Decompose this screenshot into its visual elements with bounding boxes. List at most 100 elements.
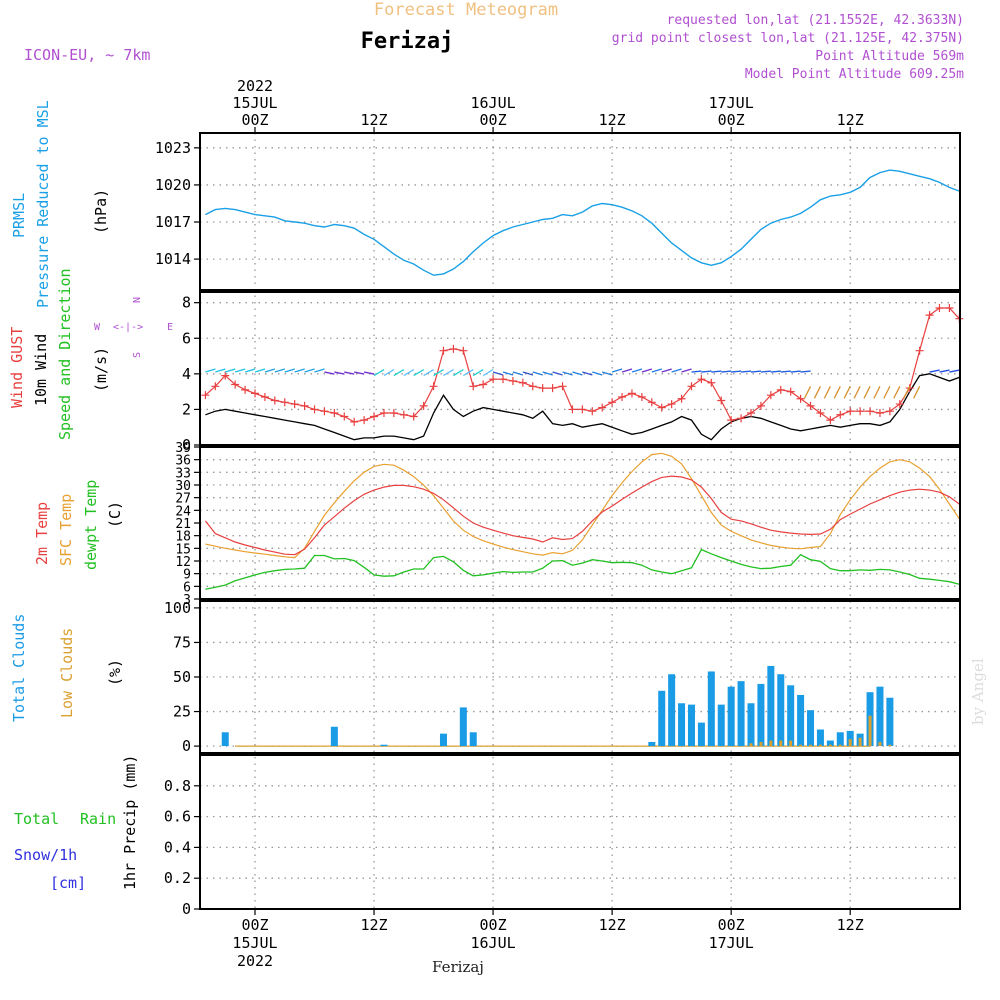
wind-arrow <box>949 369 960 373</box>
wind-arrow <box>790 370 801 373</box>
gust-marker <box>657 403 666 412</box>
top-time-label: 16JUL <box>471 94 516 112</box>
total-cloud-bar <box>846 730 854 747</box>
y-tick-label: 18 <box>175 530 191 545</box>
gust-marker <box>221 371 230 380</box>
gust-marker <box>905 384 914 393</box>
total-cloud-bar <box>886 697 894 747</box>
gust-marker <box>260 392 269 401</box>
top-time-label: 12Z <box>360 111 387 129</box>
total-cloud-bar <box>678 703 686 747</box>
chart-title: Forecast Meteogram <box>374 0 558 20</box>
y-tick-label: 33 <box>175 466 191 481</box>
gust-marker <box>280 398 289 407</box>
y-tick-label: 0.6 <box>164 808 191 826</box>
gust-marker <box>776 385 785 394</box>
gust-marker <box>330 408 339 417</box>
wind-arrow <box>254 368 266 373</box>
gust-marker <box>360 416 369 425</box>
bottom-time-label: 2022 <box>237 952 273 970</box>
gust-marker <box>419 401 428 410</box>
wind-arrow <box>453 369 464 377</box>
dewpt-label: dewpt Temp <box>82 480 100 570</box>
watermark: by Angel <box>969 658 987 725</box>
requested-coords: requested lon,lat (21.1552E, 42.3633N) <box>667 13 964 28</box>
gust-marker <box>618 392 627 401</box>
wind-arrow <box>883 386 891 399</box>
gust-marker <box>201 391 210 400</box>
wind-arrow <box>324 371 335 375</box>
wind-arrow <box>522 371 534 376</box>
total-cloud-bar <box>648 741 656 747</box>
wind-arrow <box>294 368 305 373</box>
low-cloud-bar <box>868 715 872 747</box>
panel-frame-pressure <box>199 132 961 291</box>
pressure-desc-label: Pressure Reduced to MSL <box>34 100 52 308</box>
wind-arrow <box>853 386 861 399</box>
wind-arrow <box>701 370 712 373</box>
plot-area: 1014101710201023024683691215182124273033… <box>155 77 964 970</box>
sfc-temp-label: SFC Temp <box>57 494 75 566</box>
gust-marker <box>766 391 775 400</box>
top-time-label: 12Z <box>599 111 626 129</box>
wind-arrow <box>800 370 811 373</box>
low-cloud-bar <box>848 739 852 747</box>
wind-arrow <box>903 386 911 399</box>
gust-marker <box>290 400 299 409</box>
total-cloud-bar <box>836 732 844 747</box>
total-cloud-bar <box>459 707 467 747</box>
total-cloud-bar <box>737 681 745 747</box>
total-cloud-bar <box>747 703 755 747</box>
rain-label: Rain <box>80 810 116 828</box>
gust-marker <box>885 407 894 416</box>
total-clouds-label: Total Clouds <box>10 614 28 722</box>
wind-arrow <box>939 369 950 373</box>
compass-icon: N S W <-|-> E <box>94 297 173 358</box>
wind-arrow <box>215 368 226 373</box>
y-tick-label: 3 <box>183 593 191 608</box>
top-time-label: 2022 <box>237 77 273 95</box>
y-tick-label: 27 <box>175 492 191 507</box>
y-tick-label: 12 <box>175 555 191 570</box>
wind-arrow <box>823 386 831 399</box>
wind-arrow <box>363 371 375 375</box>
bottom-time-label: 12Z <box>360 916 387 934</box>
footer-location: Ferizaj <box>432 958 484 976</box>
wind-arrow <box>334 371 345 375</box>
wind-arrow <box>913 386 921 399</box>
wind-arrow <box>492 371 504 376</box>
gust-marker <box>866 407 875 416</box>
gust-marker <box>915 346 924 355</box>
wind-arrow <box>314 368 325 373</box>
gust-marker <box>449 344 458 353</box>
gust-marker <box>945 304 954 313</box>
wind-arrow <box>770 370 781 373</box>
wind-arrow <box>750 370 762 373</box>
gust-marker <box>806 401 815 410</box>
wind-arrow <box>373 369 385 377</box>
y-tick-label: 100 <box>164 599 191 617</box>
gust-marker <box>677 394 686 403</box>
y-tick-label: 2 <box>182 400 191 418</box>
total-cloud-bar <box>807 710 815 747</box>
gust-marker <box>429 382 438 391</box>
bottom-time-label: 16JUL <box>471 934 516 952</box>
gust-marker <box>687 382 696 391</box>
y-tick-label: 1023 <box>155 139 191 157</box>
wind-arrow <box>413 369 425 377</box>
low-cloud-bar <box>789 740 793 747</box>
gust-marker <box>786 387 795 396</box>
wind-arrow <box>542 371 553 376</box>
svg-text:<-|->: <-|-> <box>113 322 143 333</box>
y-tick-label: 4 <box>182 365 191 383</box>
prmsl-label: PRMSL <box>10 193 28 238</box>
gust-line <box>204 307 960 423</box>
wind-direction-label: Speed and Direction <box>56 268 74 440</box>
total-cloud-bar <box>826 740 834 747</box>
gust-marker <box>548 384 557 393</box>
y-tick-label: 24 <box>175 504 191 519</box>
y-tick-label: 6 <box>182 329 191 347</box>
panel-frame-precip <box>199 754 961 910</box>
svg-text:W: W <box>94 322 101 333</box>
total-cloud-bar <box>767 665 775 747</box>
